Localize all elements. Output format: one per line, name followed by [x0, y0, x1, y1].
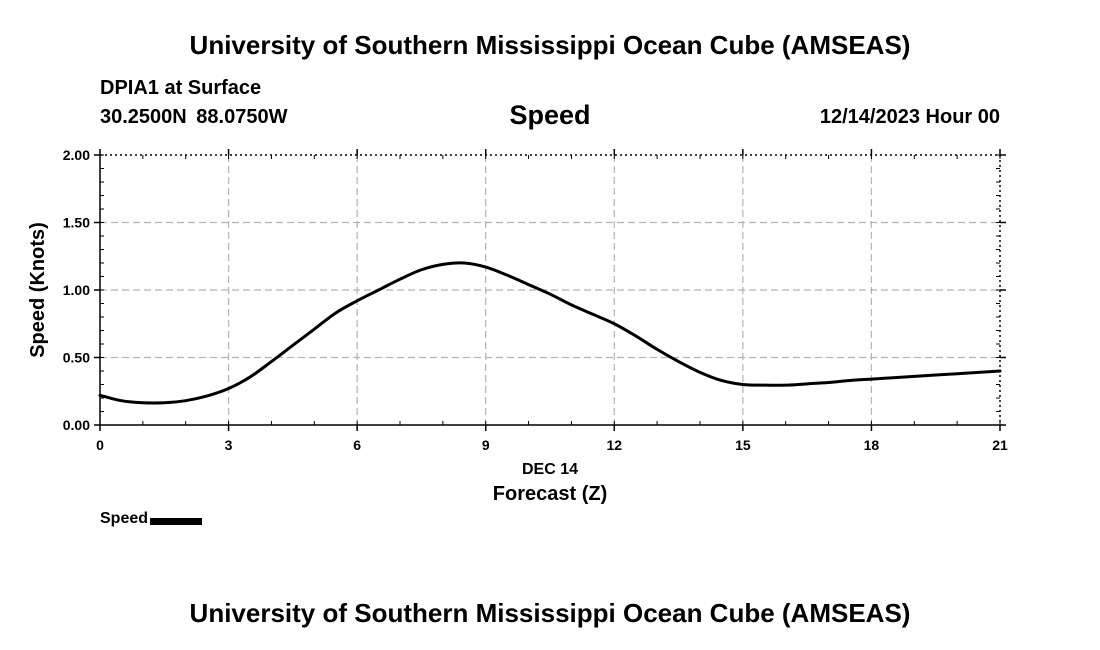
x-tick-label: 15: [735, 437, 751, 453]
x-axis-date-label: DEC 14: [522, 461, 578, 478]
x-tick-label: 0: [96, 437, 104, 453]
x-tick-label: 6: [353, 437, 361, 453]
y-tick-label: 1.00: [63, 282, 90, 298]
y-tick-label: 2.00: [63, 147, 90, 163]
series-line-speed: [98, 261, 1002, 405]
y-tick-label: 1.50: [63, 215, 90, 231]
variable-title: Speed: [509, 100, 591, 130]
y-tick-label: 0.50: [63, 350, 90, 366]
y-axis-label: Speed (Knots): [27, 222, 49, 358]
axis-labels: Speed (Knots) DEC 14 Forecast (Z): [27, 222, 607, 505]
x-tick-label: 3: [225, 437, 233, 453]
x-tick-label: 12: [606, 437, 622, 453]
station-coordinates: 30.2500N 88.0750W: [100, 106, 288, 128]
forecast-datetime: 12/14/2023 Hour 00: [819, 106, 1000, 128]
legend-swatch: [150, 517, 203, 525]
legend: Speed: [100, 510, 203, 528]
x-tick-label: 9: [482, 437, 490, 453]
x-axis-label: Forecast (Z): [493, 483, 607, 505]
station-label: DPIA1 at Surface: [100, 77, 262, 99]
grid-lines: [100, 155, 1000, 425]
legend-label: Speed: [100, 510, 149, 527]
y-tick-label: 0.00: [63, 417, 90, 433]
x-tick-label: 18: [864, 437, 880, 453]
series-layer: [98, 261, 1002, 405]
axes: 0 3 6 9 12 15 18 21 0.00 0.50 1.00 1.50 2.00: [63, 147, 1008, 453]
chart-title: University of Southern Mississippi Ocean…: [189, 30, 911, 60]
x-tick-label: 21: [992, 437, 1008, 453]
footer-title: University of Southern Mississippi Ocean…: [189, 598, 911, 628]
